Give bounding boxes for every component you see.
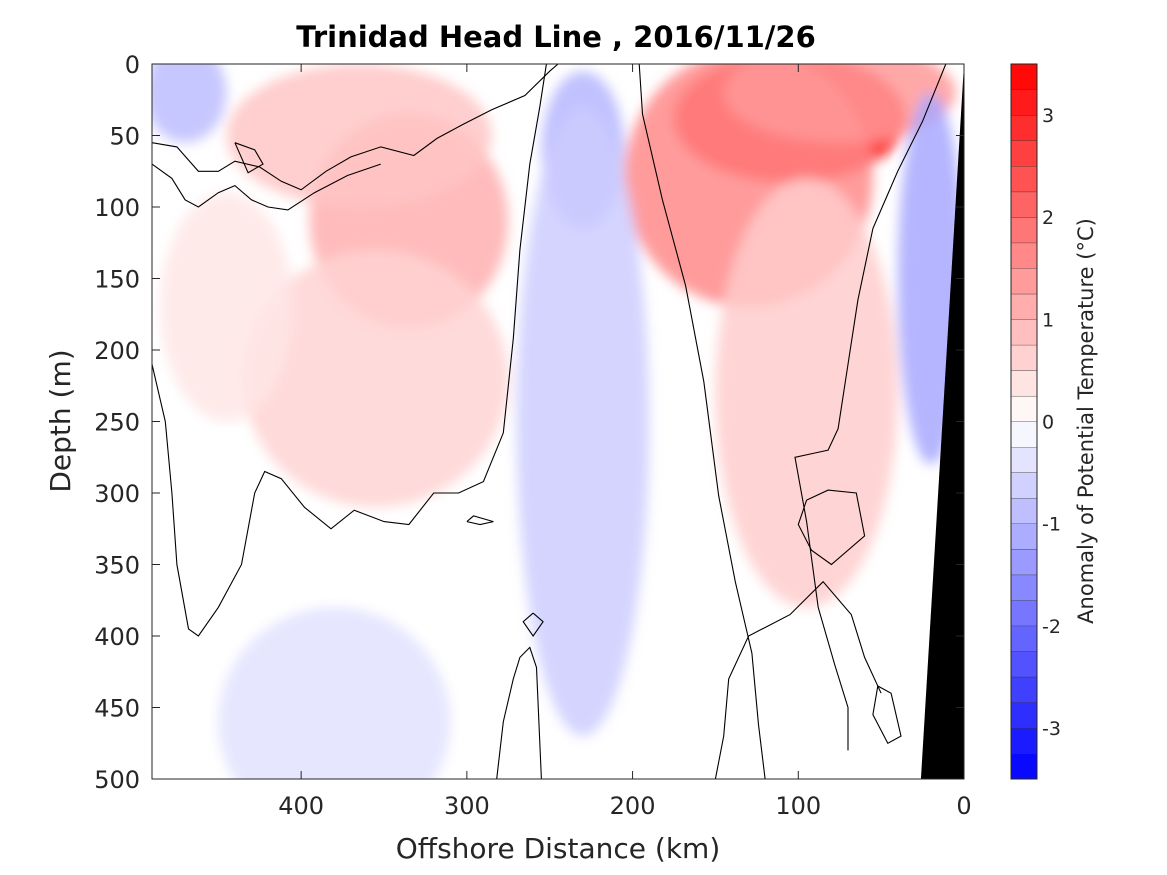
colorbar-band (1011, 574, 1037, 601)
warm-anomaly-region (723, 64, 956, 143)
bathymetry-seafloor (920, 64, 964, 779)
colorbar-tick-label: -3 (1042, 718, 1061, 740)
colorbar-band (1011, 600, 1037, 626)
colorbar-band (1011, 319, 1037, 345)
zero-contour (638, 64, 766, 779)
x-tick-label: 0 (956, 792, 971, 820)
colorbar-band (1011, 549, 1037, 575)
y-tick-label: 200 (94, 337, 140, 365)
colorbar-band (1011, 242, 1037, 269)
anomaly-field (152, 64, 964, 779)
warm-anomaly-region (243, 249, 509, 508)
y-tick-label: 450 (94, 695, 140, 723)
zero-contour (797, 489, 866, 566)
chart-title: Trinidad Head Line , 2016/11/26 (296, 20, 816, 54)
warm-anomaly-region (715, 178, 898, 608)
x-tick-label: 100 (775, 792, 821, 820)
colorbar-band (1011, 268, 1037, 294)
colorbar (1011, 63, 1037, 779)
colorbar-band (1011, 651, 1037, 677)
colorbar-band (1011, 370, 1037, 396)
colorbar-band (1011, 140, 1037, 167)
cool-anomaly-region (152, 64, 227, 143)
colorbar-band (1011, 676, 1037, 703)
zero-contour (234, 142, 264, 174)
y-tick-label: 350 (94, 552, 140, 580)
colorbar-band (1011, 293, 1037, 320)
zero-contour (152, 64, 547, 637)
colorbar-tick-label: 1 (1042, 309, 1054, 331)
colorbar-frame (1010, 63, 1038, 780)
zero-contour-lines (152, 64, 947, 779)
warm-anomaly-region (160, 192, 293, 422)
colorbar-band (1011, 421, 1037, 448)
warm-anomaly-region (226, 64, 492, 207)
x-tick-label: 400 (278, 792, 324, 820)
y-tick-label: 0 (125, 51, 140, 79)
colorbar-band (1011, 702, 1037, 728)
x-tick-label: 300 (444, 792, 490, 820)
colorbar-tick-label: 3 (1042, 105, 1054, 127)
colorbar-tick-label: 0 (1042, 412, 1054, 434)
colorbar-band (1011, 217, 1037, 243)
colorbar-tick-label: -2 (1042, 616, 1061, 638)
x-tick-label: 200 (610, 792, 656, 820)
zero-contour (152, 163, 381, 211)
zero-contour (466, 515, 494, 526)
colorbar-band (1011, 166, 1037, 192)
colorbar-band (1011, 753, 1037, 779)
colorbar-band (1011, 191, 1037, 218)
colorbar-band (1011, 727, 1037, 754)
x-axis: 400 300 200 100 0 (278, 64, 972, 820)
y-tick-label: 50 (109, 123, 140, 151)
colorbar-band (1011, 625, 1037, 652)
zero-contour (522, 612, 544, 637)
y-tick-label: 150 (94, 266, 140, 294)
y-axis-title: Depth (m) (44, 349, 77, 492)
colorbar-band (1011, 344, 1037, 371)
colorbar-band (1011, 447, 1037, 473)
colorbar-band (1011, 472, 1037, 499)
colorbar-tick-label: 2 (1042, 207, 1054, 229)
y-axis: 0 50 100 150 200 250 300 350 400 450 500 (94, 51, 964, 794)
zero-contour (872, 685, 902, 745)
y-tick-label: 300 (94, 480, 140, 508)
y-tick-label: 400 (94, 623, 140, 651)
colorbar-band (1011, 395, 1037, 422)
cool-anomaly-region (218, 607, 451, 779)
colorbar-title: Anomaly of Potential Temperature (°C) (1074, 218, 1098, 624)
colorbar-band (1011, 115, 1037, 141)
colorbar-band (1011, 89, 1037, 116)
zero-contour (496, 646, 542, 779)
y-tick-label: 100 (94, 194, 140, 222)
cool-anomaly-region (516, 106, 650, 737)
zero-contour (714, 580, 882, 779)
zero-contour (152, 64, 559, 191)
y-tick-label: 250 (94, 409, 140, 437)
colorbar-ticks: -3 -2 -1 0 1 2 3 (1042, 105, 1061, 740)
colorbar-band (1011, 523, 1037, 550)
colorbar-band (1011, 498, 1037, 524)
x-axis-title: Offshore Distance (km) (396, 832, 721, 865)
zero-contour (794, 64, 947, 751)
colorbar-band (1011, 64, 1037, 90)
y-tick-label: 500 (94, 766, 140, 794)
colorbar-tick-label: -1 (1042, 514, 1061, 536)
